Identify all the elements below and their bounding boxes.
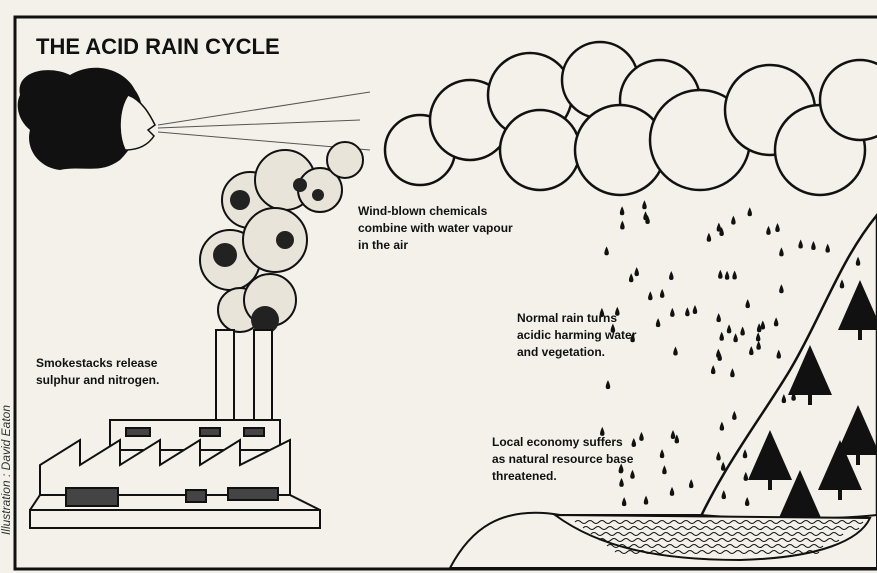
label-line: as natural resource base [492,452,634,466]
label-line: sulphur and nitrogen. [36,373,159,387]
illustration: THE ACID RAIN CYCLE Illustration : David… [0,0,877,573]
label-line: Local economy suffers [492,435,623,449]
label-line: threatened. [492,469,557,483]
label-line: Wind-blown chemicals [358,204,488,218]
label-line: Smokestacks release [36,356,158,370]
label-line: in the air [358,238,408,252]
label-line: and vegetation. [517,345,605,359]
title: THE ACID RAIN CYCLE [36,34,280,59]
label-line: Normal rain turns [517,311,617,325]
label-line: acidic harming water [517,328,637,342]
page: THE ACID RAIN CYCLE Illustration : David… [0,0,877,573]
credit: Illustration : David Eaton [0,405,13,535]
label-line: combine with water vapour [358,221,513,235]
